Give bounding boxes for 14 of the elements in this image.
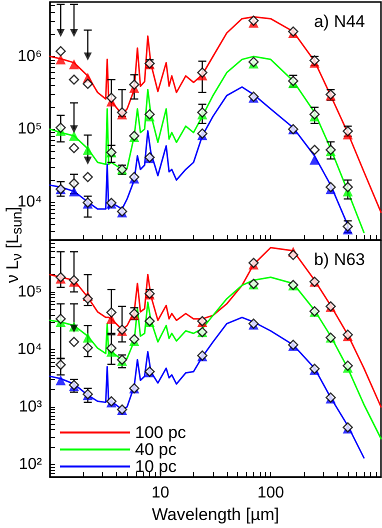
text: a) N44 (314, 12, 366, 31)
y-tick-label: 10² (18, 456, 43, 473)
x-axis-title: Wavelength [µm] (152, 505, 280, 524)
text: b) N63 (314, 250, 366, 269)
legend-label: 40 pc (135, 440, 178, 459)
y-tick-label: 10⁵ (18, 120, 42, 138)
legend-label: 10 pc (135, 457, 178, 476)
y-tick-label: 10⁶ (18, 48, 42, 65)
y-tick-label: 10³ (18, 398, 43, 416)
x-tick-label: 100 (257, 484, 284, 502)
x-tick-label: 10 (151, 484, 170, 502)
y-tick-label: 10⁴ (17, 340, 42, 358)
legend-label: 100 pc (135, 423, 187, 442)
y-tick-label: 10⁵ (18, 283, 42, 300)
